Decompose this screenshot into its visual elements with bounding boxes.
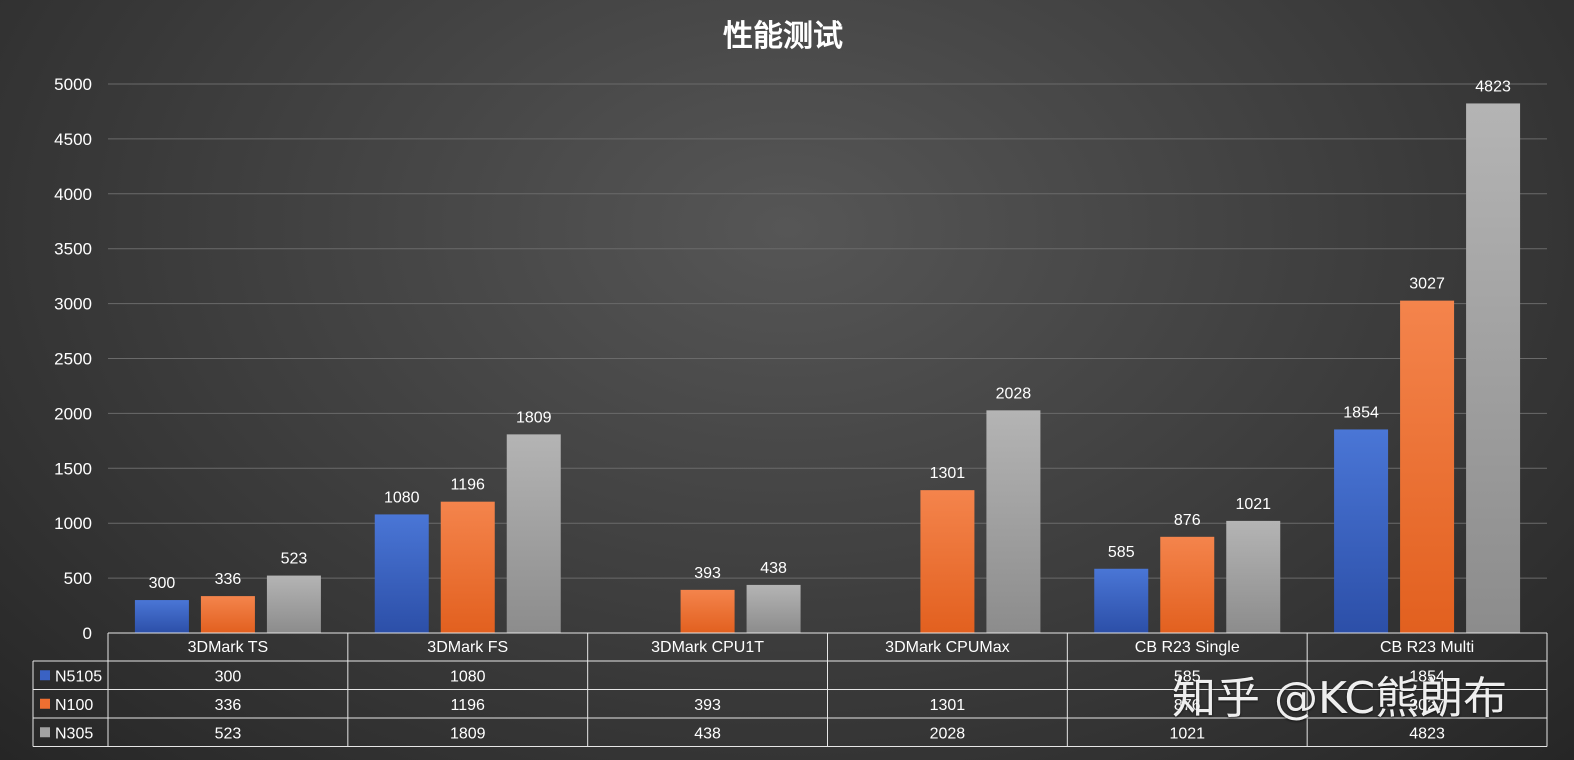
table-cell: 393	[694, 697, 721, 714]
table-cell: 438	[694, 725, 721, 742]
y-tick-label: 2500	[54, 350, 92, 369]
data-label: 438	[760, 560, 787, 577]
legend-label: N5105	[55, 668, 102, 685]
y-tick-label: 1500	[54, 459, 92, 478]
watermark: 知乎 @KC熊朗布	[1172, 673, 1508, 724]
chart-title: 性能测试	[723, 19, 843, 54]
data-label: 4823	[1475, 78, 1511, 95]
bar-n100-3	[920, 490, 975, 633]
table-cell: 876	[1174, 697, 1201, 714]
y-tick-label: 4500	[54, 130, 92, 149]
data-label: 1021	[1235, 496, 1271, 513]
y-tick-label: 2000	[54, 404, 92, 423]
y-tick-label: 5000	[54, 75, 92, 94]
data-label: 1080	[384, 489, 420, 506]
bar-n5105-0	[134, 600, 189, 633]
data-label: 1854	[1343, 404, 1379, 421]
bar-n5105-5	[1334, 429, 1389, 633]
y-tick-label: 0	[83, 624, 92, 643]
bar-n305-2	[746, 584, 801, 633]
x-tick-label: 3DMark TS	[188, 639, 269, 656]
legend-label: N100	[55, 697, 93, 714]
table-cell: 300	[215, 668, 242, 685]
y-tick-label: 1000	[54, 514, 92, 533]
table-cell: 4823	[1409, 725, 1445, 742]
bar-n305-5	[1466, 103, 1521, 634]
legend-label: N305	[55, 725, 93, 742]
table-cell: 2028	[930, 725, 966, 742]
data-labels: 300 1080 585 1854 336 1196 393 1301 876 3027 523 18…	[149, 78, 1511, 592]
data-label: 3027	[1409, 276, 1445, 293]
table-cell: 1854	[1409, 668, 1445, 685]
bar-n305-1	[506, 434, 561, 633]
data-label: 585	[1108, 544, 1135, 561]
table-cell: 1021	[1169, 725, 1205, 742]
y-tick-label: 3500	[54, 240, 92, 259]
bar-n305-4	[1226, 520, 1281, 633]
legend-swatch-n5105	[40, 670, 50, 681]
data-label: 1196	[451, 477, 486, 494]
data-label: 523	[281, 551, 308, 568]
y-tick-label: 4000	[54, 185, 92, 204]
bar-n100-1	[440, 501, 495, 633]
bar-n5105-4	[1094, 568, 1149, 633]
bar-n5105-1	[374, 514, 429, 633]
table-cell: 523	[215, 725, 242, 742]
y-axis: 0 500 1000 1500 2000 2500 3000 3500 4000 4500 5000	[54, 75, 92, 643]
bar-n100-4	[1160, 536, 1215, 633]
bar-n100-5	[1400, 300, 1455, 633]
bar-n305-0	[266, 575, 321, 633]
y-tick-label: 500	[64, 569, 92, 588]
table-cell: 1080	[450, 668, 486, 685]
x-tick-label: 3DMark FS	[427, 639, 508, 656]
table-cell: 1809	[450, 725, 486, 742]
data-label: 300	[149, 575, 176, 592]
x-tick-label: 3DMark CPUMax	[885, 639, 1009, 656]
data-label: 1301	[930, 465, 966, 482]
data-label: 1809	[516, 409, 552, 426]
x-tick-label: CB R23 Single	[1135, 639, 1240, 656]
bar-n100-0	[200, 596, 255, 633]
bar-n100-2	[680, 589, 735, 633]
table-cell: 336	[215, 697, 242, 714]
y-tick-label: 3000	[54, 295, 92, 314]
legend-swatch-n305	[40, 727, 50, 738]
data-label: 393	[694, 565, 721, 582]
table-cell: 1301	[930, 697, 966, 714]
data-label: 336	[215, 571, 242, 588]
data-table: 3DMark TS 3DMark FS 3DMark CPU1T 3DMark CPU…	[32, 632, 1548, 747]
gridlines	[108, 83, 1547, 579]
data-label: 2028	[996, 385, 1032, 402]
data-label: 876	[1174, 512, 1201, 529]
legend-swatch-n100	[40, 698, 50, 709]
table-cell: 3027	[1409, 697, 1445, 714]
bar-n305-3	[986, 410, 1041, 633]
bars	[134, 103, 1521, 634]
table-cell: 585	[1174, 668, 1201, 685]
x-tick-label: 3DMark CPU1T	[651, 639, 764, 656]
table-cell: 1196	[451, 697, 486, 714]
x-tick-label: CB R23 Multi	[1380, 639, 1474, 656]
